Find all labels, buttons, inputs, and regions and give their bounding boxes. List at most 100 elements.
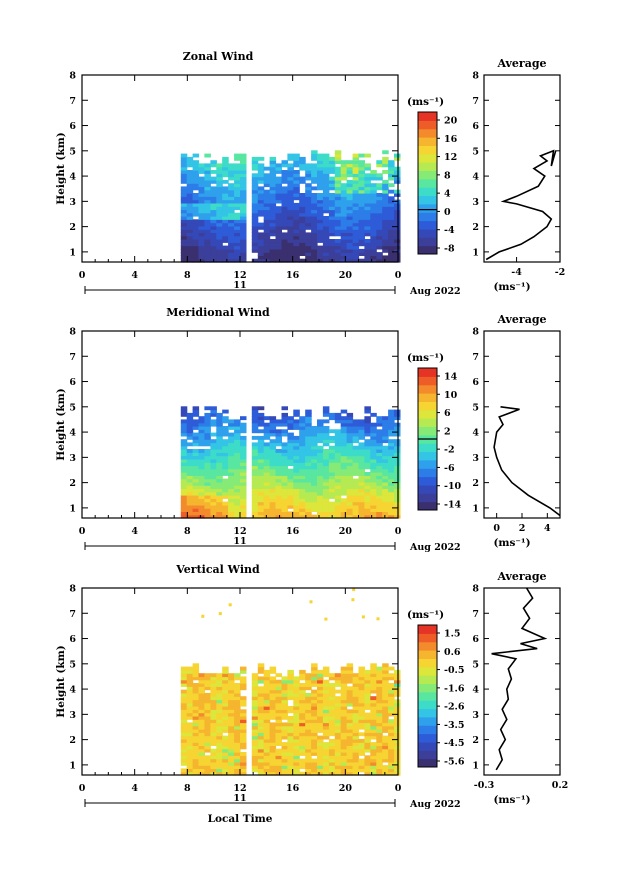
heatmap-cell bbox=[257, 442, 265, 447]
heatmap-cell bbox=[328, 242, 336, 247]
heatmap-cell bbox=[364, 245, 371, 250]
heatmap-cell bbox=[322, 206, 330, 211]
heatmap-cell bbox=[263, 689, 271, 694]
heatmap-cell bbox=[287, 709, 294, 714]
heatmap-cell bbox=[376, 239, 383, 243]
heatmap-cell bbox=[257, 514, 265, 519]
heatmap-cell bbox=[234, 455, 241, 460]
heatmap-cell bbox=[364, 258, 371, 263]
heatmap-cell bbox=[293, 712, 300, 717]
heatmap-cell bbox=[204, 406, 211, 411]
heatmap-cell bbox=[251, 679, 259, 684]
heatmap-cell bbox=[281, 232, 288, 237]
heatmap-cell bbox=[299, 212, 306, 217]
heatmap-cell bbox=[204, 514, 211, 519]
heatmap-cell bbox=[352, 183, 360, 188]
heatmap-cell bbox=[311, 663, 318, 668]
heatmap-cell bbox=[228, 193, 235, 197]
heatmap-cell bbox=[352, 712, 360, 717]
heatmap-cell bbox=[234, 429, 241, 434]
heatmap-cell bbox=[317, 462, 324, 467]
heatmap-cell bbox=[376, 768, 383, 773]
heatmap-cell bbox=[322, 748, 330, 753]
colorbar-label: 14 bbox=[444, 372, 458, 383]
heatmap-cell bbox=[240, 156, 247, 161]
heatmap-cell bbox=[311, 472, 318, 476]
heatmap-cell bbox=[204, 166, 211, 171]
heatmap-cell bbox=[234, 765, 241, 769]
heatmap-cell bbox=[317, 719, 324, 724]
heatmap-cell bbox=[210, 758, 217, 763]
heatmap-cell bbox=[180, 439, 188, 444]
heatmap-cell bbox=[311, 150, 318, 155]
heatmap-cell bbox=[346, 514, 354, 519]
heatmap-cell bbox=[293, 752, 300, 756]
heatmap-cell bbox=[275, 481, 282, 486]
heatmap-cell bbox=[376, 696, 383, 701]
heatmap-cell bbox=[394, 686, 401, 691]
heatmap-cell bbox=[269, 222, 277, 227]
heatmap-cell bbox=[376, 669, 383, 674]
heatmap-cell bbox=[257, 462, 265, 467]
heatmap-cell bbox=[388, 455, 395, 460]
heatmap-cell bbox=[186, 475, 194, 480]
heatmap-cell bbox=[222, 686, 229, 691]
heatmap-cell bbox=[275, 225, 282, 230]
heatmap-cell bbox=[388, 719, 395, 724]
heatmap-cell bbox=[328, 435, 336, 440]
heatmap-cell bbox=[269, 666, 277, 671]
heatmap-cell bbox=[275, 235, 282, 240]
heatmap-cell bbox=[222, 712, 229, 717]
heatmap-cell bbox=[216, 498, 223, 503]
heatmap-cell bbox=[240, 422, 247, 427]
heatmap-cell bbox=[186, 412, 194, 417]
heatmap-cell bbox=[287, 212, 294, 217]
heatmap-cell bbox=[334, 683, 342, 687]
heatmap-cell bbox=[240, 248, 247, 253]
heatmap-cell bbox=[180, 495, 188, 499]
heatmap-cell bbox=[388, 511, 395, 516]
heatmap-cell bbox=[328, 511, 336, 516]
heatmap-cell bbox=[299, 258, 306, 263]
heatmap-cell bbox=[346, 222, 354, 227]
heatmap-cell bbox=[322, 252, 330, 256]
heatmap-cell bbox=[352, 445, 360, 450]
heatmap-cell bbox=[364, 488, 371, 493]
heatmap-cell bbox=[216, 199, 223, 204]
heatmap-cell bbox=[257, 452, 265, 457]
heatmap-cell bbox=[305, 732, 312, 737]
colorbar-label: 16 bbox=[444, 134, 458, 145]
heatmap-cell bbox=[257, 412, 265, 417]
heatmap-cell bbox=[269, 225, 277, 230]
heatmap-cell bbox=[216, 676, 223, 681]
heatmap-cell bbox=[240, 669, 247, 674]
heatmap-cell bbox=[186, 422, 194, 427]
heatmap-cell bbox=[322, 755, 330, 760]
heatmap-cell bbox=[222, 156, 229, 161]
heatmap-cell bbox=[287, 242, 294, 247]
heatmap-cell bbox=[234, 465, 241, 470]
heatmap-cell bbox=[364, 472, 371, 476]
colorbar-segment bbox=[418, 675, 437, 684]
heatmap-cell bbox=[376, 258, 383, 263]
heatmap-cell bbox=[293, 485, 300, 489]
heatmap-cell bbox=[311, 491, 318, 496]
heatmap-cell bbox=[317, 669, 324, 674]
heatmap-cell bbox=[198, 748, 205, 753]
heatmap-cell bbox=[192, 715, 200, 720]
heatmap-cell bbox=[228, 495, 235, 499]
x-tick-label: 8 bbox=[184, 526, 191, 537]
heatmap-cell bbox=[317, 689, 324, 694]
heatmap-cell bbox=[281, 245, 288, 250]
heatmap-cell bbox=[322, 468, 330, 473]
heatmap-cell bbox=[311, 449, 318, 453]
heatmap-cell bbox=[334, 248, 342, 253]
y-tick-label: 1 bbox=[69, 247, 76, 258]
heatmap-cell bbox=[251, 166, 259, 171]
heatmap-cell bbox=[364, 715, 371, 720]
heatmap-cell bbox=[352, 735, 360, 740]
heatmap-cell bbox=[322, 712, 330, 717]
heatmap-cell bbox=[382, 696, 389, 701]
heatmap-cell bbox=[394, 745, 401, 750]
heatmap-cell bbox=[370, 748, 377, 753]
